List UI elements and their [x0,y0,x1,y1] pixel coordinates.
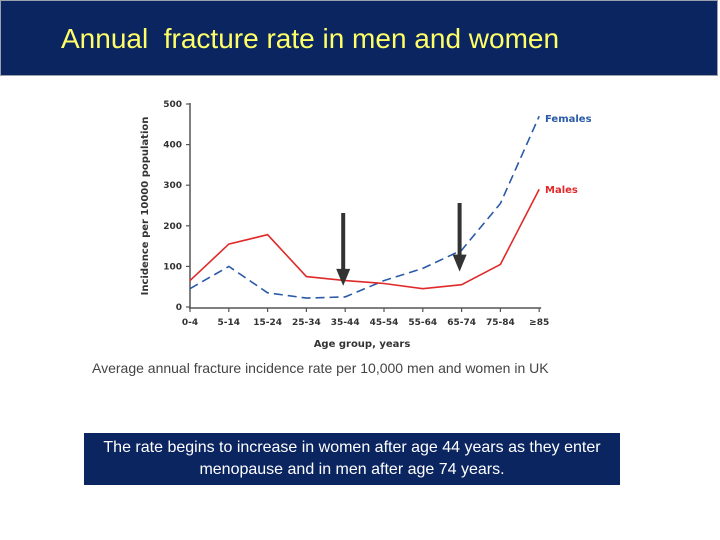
series-line-females [189,115,540,299]
x-tick-label: 25-34 [292,318,321,328]
x-tick-label: 55-64 [408,318,437,328]
note-text: The rate begins to increase in women aft… [103,439,601,478]
annotation-arrow-head [336,268,351,286]
y-tick-label: 0 [176,303,182,313]
y-tick-label: 300 [163,181,182,191]
x-tick-label: 35-44 [331,318,360,328]
x-axis-title: Age group, years [314,339,411,350]
x-tick-label: ≥85 [529,318,549,328]
y-tick-label: 400 [163,141,182,151]
series-line-males [189,188,540,290]
slide-title: Annual fracture rate in men and women [61,23,560,54]
series-label-females: Females [545,114,592,125]
x-tick-label: 45-54 [370,318,399,328]
x-tick-label: 75-84 [486,318,515,328]
note-box: The rate begins to increase in women aft… [84,433,620,485]
y-tick-label: 100 [163,262,182,272]
title-bar: Annual fracture rate in men and women [0,0,718,76]
x-tick-label: 0-4 [182,318,198,328]
x-tick-label: 65-74 [447,318,476,328]
chart-caption: Average annual fracture incidence rate p… [92,360,549,376]
x-tick-label: 5-14 [218,318,241,328]
series-label-males: Males [545,185,578,196]
x-tick-label: 15-24 [253,318,282,328]
y-tick-label: 500 [163,100,182,110]
annotation-arrow-head [452,254,467,272]
y-axis-title: Incidence per 10000 population [140,117,151,296]
y-tick-label: 200 [163,222,182,232]
